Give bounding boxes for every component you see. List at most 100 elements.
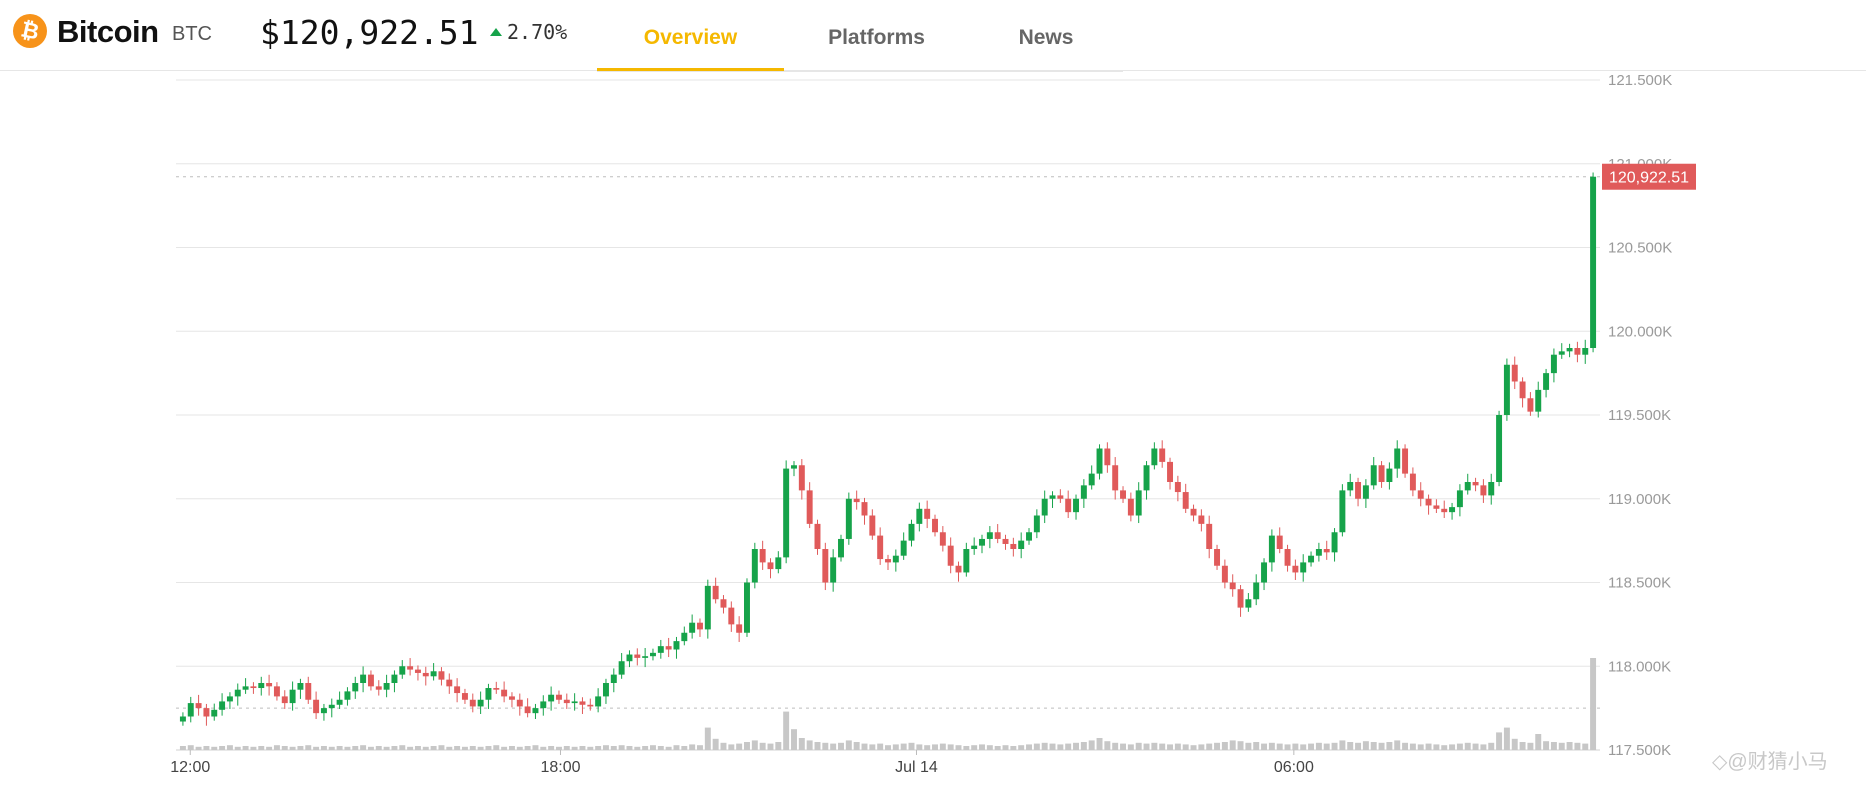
candle-body xyxy=(548,694,555,702)
volume-bar xyxy=(1284,744,1291,750)
candle-body xyxy=(540,701,547,709)
volume-bar xyxy=(1190,745,1197,750)
candle-body xyxy=(689,622,696,633)
volume-bar xyxy=(1409,743,1416,750)
volume-bar xyxy=(1449,744,1456,750)
tab-overview[interactable]: Overview xyxy=(597,0,784,71)
volume-bar xyxy=(689,744,696,750)
candle-body xyxy=(885,559,891,563)
candle-body xyxy=(697,622,703,630)
candle-body xyxy=(618,661,625,675)
candle-body xyxy=(203,708,210,717)
candle-body xyxy=(626,654,633,662)
candle-body xyxy=(1449,507,1456,513)
candle-body xyxy=(1261,562,1268,583)
volume-bar xyxy=(744,742,750,750)
volume-bar xyxy=(1582,743,1589,750)
price-chart[interactable]: 117.500K 118.000K 118.500K 119.000K 119.500K… xyxy=(0,72,1866,785)
volume-bar xyxy=(1002,745,1009,750)
volume-bar xyxy=(266,746,273,750)
last-price-tag xyxy=(1602,163,1696,190)
volume-bar xyxy=(242,746,249,750)
volume-bar xyxy=(791,729,797,750)
volume-bar xyxy=(704,727,711,750)
candle-body xyxy=(1096,448,1103,474)
candle-body xyxy=(579,701,586,705)
volume-bar xyxy=(555,746,562,750)
volume-bar xyxy=(1033,743,1040,750)
candle-body xyxy=(744,582,750,633)
candle-body xyxy=(963,549,970,573)
volume-bar xyxy=(971,745,978,750)
candle-body xyxy=(1472,482,1479,486)
candle-body xyxy=(798,465,805,491)
tab-news[interactable]: News xyxy=(1018,26,1074,49)
candle-body xyxy=(555,694,562,700)
candle-body xyxy=(407,666,414,670)
volume-bar xyxy=(1268,742,1275,750)
y-tick-label: 119.500K xyxy=(1608,407,1671,424)
volume-bar xyxy=(775,742,782,750)
candle-body xyxy=(1323,549,1330,553)
volume-bar xyxy=(234,746,241,750)
volume-bar xyxy=(187,745,194,750)
candle-body xyxy=(438,671,445,680)
volume-bar xyxy=(375,746,382,750)
volume-bar xyxy=(367,746,374,750)
volume-bar xyxy=(281,746,288,750)
volume-bar xyxy=(508,746,515,750)
volume-bar xyxy=(1151,742,1158,750)
candle-body xyxy=(1433,505,1440,509)
volume-bar xyxy=(1010,746,1017,750)
volume-bar xyxy=(697,745,703,750)
volume-bar xyxy=(1041,742,1048,750)
volume-bar xyxy=(1323,743,1330,750)
candle-body xyxy=(195,703,202,709)
volume-bar xyxy=(720,742,727,750)
candle-body xyxy=(454,686,461,694)
volume-bar xyxy=(955,745,962,750)
volume-bar xyxy=(595,746,602,750)
candle-body xyxy=(908,523,915,541)
volume-bar xyxy=(485,746,492,750)
candle-body xyxy=(571,701,578,704)
candle-body xyxy=(657,646,664,653)
volume-bar xyxy=(1566,742,1573,750)
volume-bar xyxy=(273,745,280,750)
candle-body xyxy=(289,689,296,704)
candle-body xyxy=(532,708,539,714)
candle-body xyxy=(1543,373,1550,390)
volume-bar xyxy=(1214,742,1221,750)
candle-body xyxy=(1104,448,1111,466)
volume-bar xyxy=(1308,743,1315,750)
volume-bar xyxy=(571,746,578,750)
volume-bar xyxy=(469,746,476,750)
candle-body xyxy=(720,599,727,608)
coin-ticker: BTC xyxy=(172,23,212,45)
volume-bar xyxy=(1402,742,1409,750)
candle-body xyxy=(1026,532,1032,541)
volume-bar xyxy=(1229,740,1236,750)
volume-bar xyxy=(1535,734,1542,750)
volume-bar xyxy=(618,745,625,750)
candle-body xyxy=(971,545,978,549)
candle-body xyxy=(1135,490,1142,516)
volume-bar xyxy=(1590,658,1597,750)
candle-body xyxy=(1159,448,1166,462)
candle-body xyxy=(524,706,531,714)
candle-body xyxy=(485,688,492,700)
volume-bar xyxy=(649,745,656,750)
volume-bar xyxy=(219,746,226,750)
candle-body xyxy=(791,465,797,469)
candle-body xyxy=(900,540,907,556)
volume-bar xyxy=(540,746,547,750)
volume-bar xyxy=(1558,742,1565,750)
price-change: 2.70% xyxy=(490,20,567,44)
candle-body xyxy=(1198,515,1205,524)
candle-body xyxy=(430,671,437,677)
tab-platforms[interactable]: Platforms xyxy=(828,26,925,49)
candle-body xyxy=(806,490,813,524)
candle-body xyxy=(602,683,609,697)
candle-body xyxy=(1480,485,1487,496)
volume-bar xyxy=(1073,742,1079,750)
